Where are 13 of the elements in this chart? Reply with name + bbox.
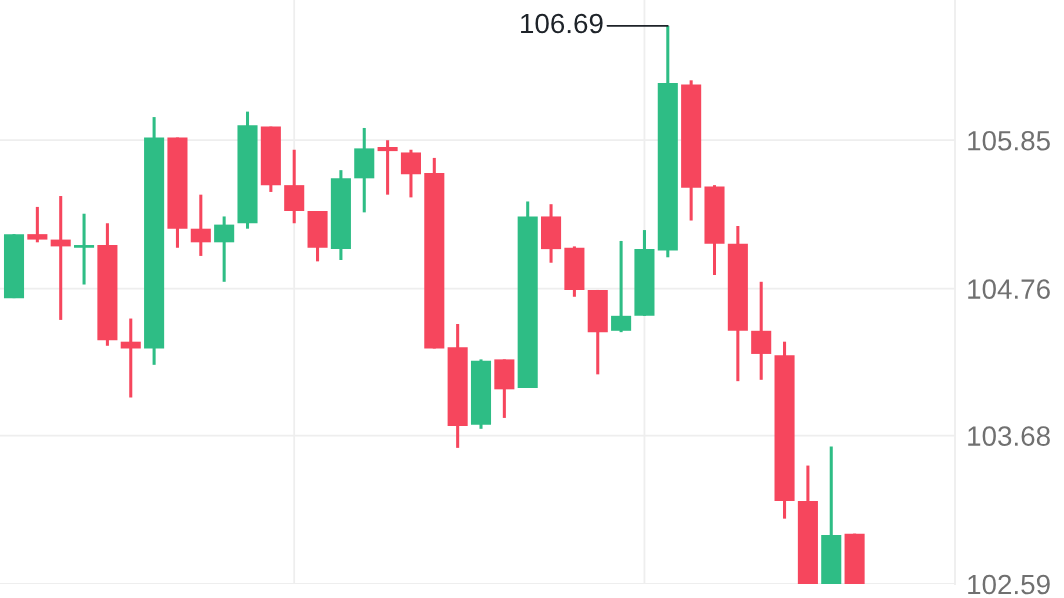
candlestick: [74, 213, 95, 285]
candlestick: [190, 194, 211, 256]
candlestick: [214, 216, 235, 282]
y-tick-label: 104.76: [968, 279, 1050, 299]
candlestick: [751, 280, 772, 380]
annotation: 106.69: [521, 13, 603, 34]
y-tick-label: 105.85: [968, 130, 1050, 151]
candlestick: [27, 205, 48, 243]
y-tick-label: 102.59: [968, 574, 1050, 595]
candlestick: [611, 239, 632, 334]
y-tick-label: 103.68: [968, 426, 1050, 446]
candlestick: [377, 140, 398, 195]
candlestick: [400, 149, 421, 198]
